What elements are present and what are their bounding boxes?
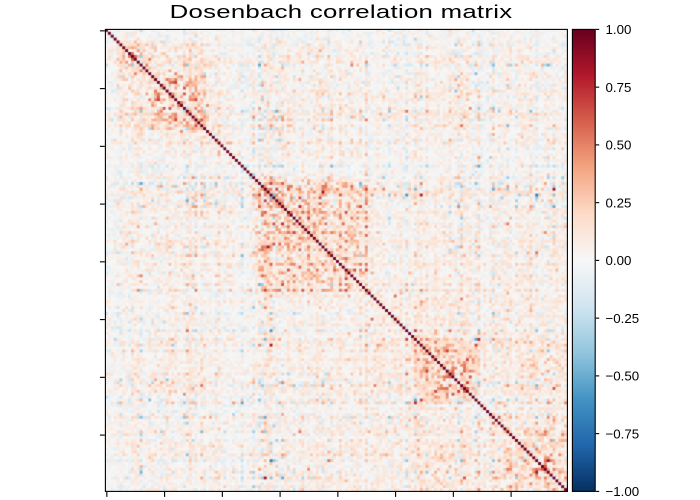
- svg-text:1.00: 1.00: [606, 22, 632, 37]
- svg-text:−0.25: −0.25: [606, 311, 640, 326]
- svg-text:−0.75: −0.75: [606, 426, 640, 441]
- svg-text:0.00: 0.00: [606, 253, 632, 268]
- svg-text:−1.00: −1.00: [606, 484, 640, 499]
- svg-text:0.50: 0.50: [606, 138, 632, 153]
- svg-text:0.25: 0.25: [606, 195, 632, 210]
- svg-text:0.75: 0.75: [606, 80, 632, 95]
- svg-text:−0.50: −0.50: [606, 369, 640, 384]
